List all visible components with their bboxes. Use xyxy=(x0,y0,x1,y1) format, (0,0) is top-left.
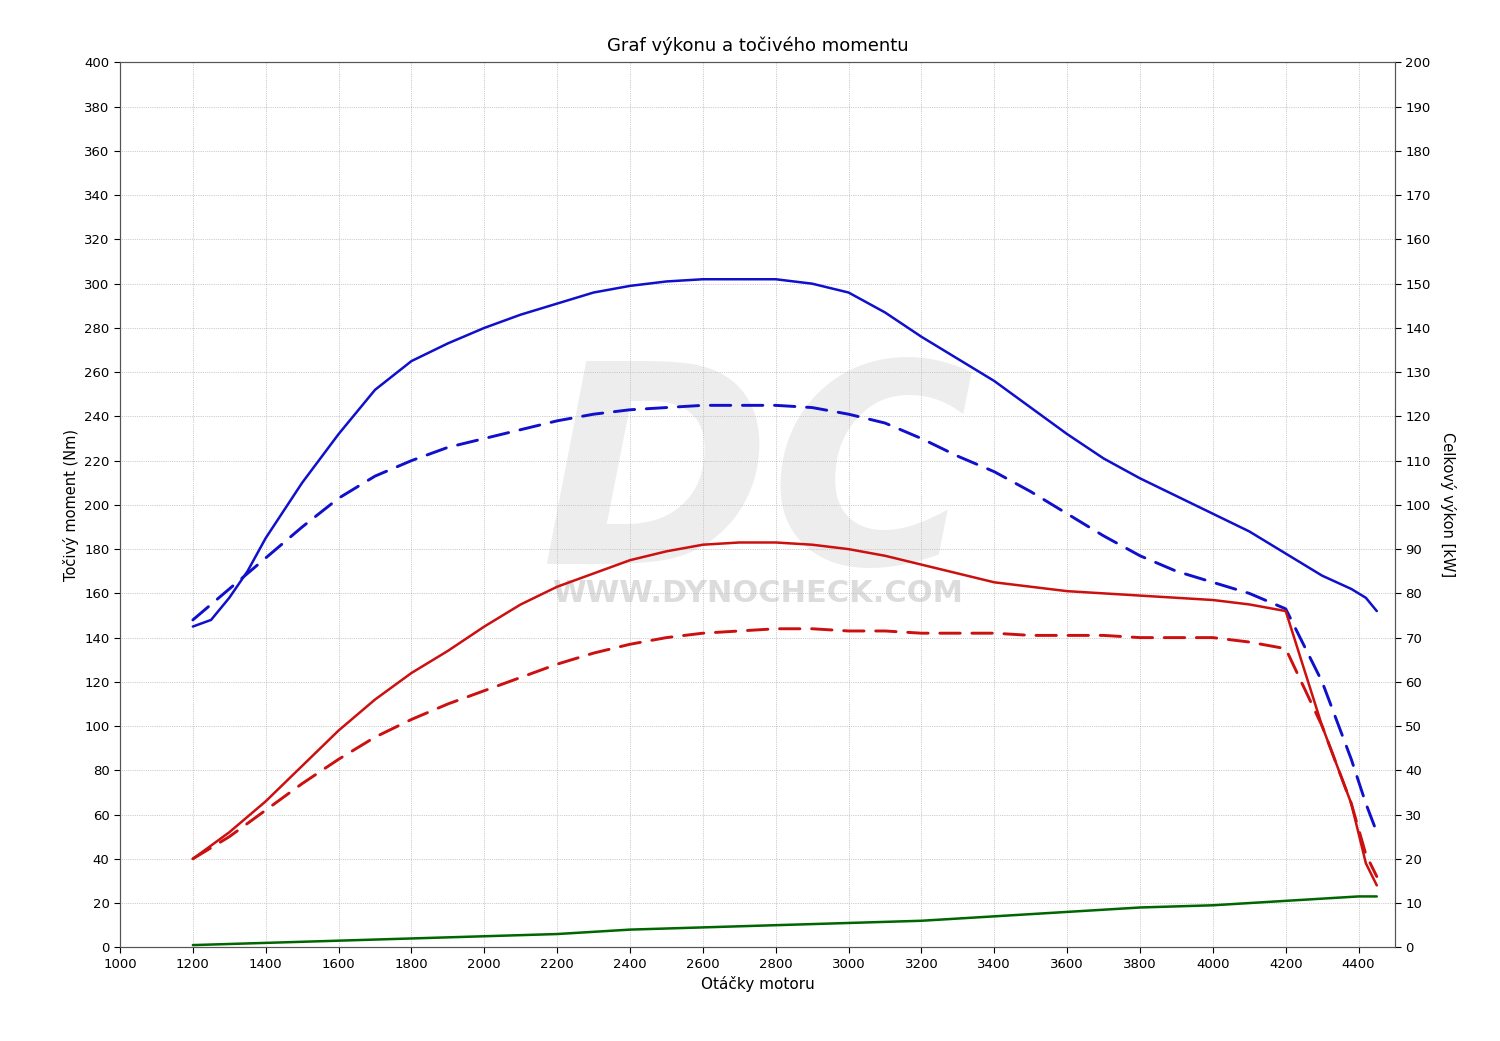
Title: Graf výkonu a točivého momentu: Graf výkonu a točivého momentu xyxy=(606,36,909,55)
X-axis label: Otáčky motoru: Otáčky motoru xyxy=(700,976,814,992)
Text: DC: DC xyxy=(540,352,975,623)
Text: WWW.DYNOCHECK.COM: WWW.DYNOCHECK.COM xyxy=(552,579,963,608)
Y-axis label: Točivý moment (Nm): Točivý moment (Nm) xyxy=(63,429,78,581)
Y-axis label: Celkový výkon [kW]: Celkový výkon [kW] xyxy=(1440,432,1456,578)
